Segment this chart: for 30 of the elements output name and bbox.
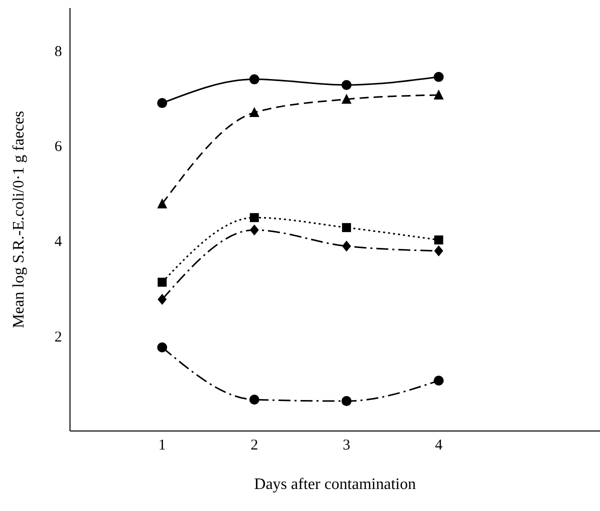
point	[157, 342, 168, 352]
point	[342, 240, 352, 252]
point	[434, 376, 444, 386]
point	[250, 213, 259, 222]
x-tick-label: 3	[342, 438, 350, 454]
point	[158, 294, 167, 305]
point	[434, 235, 444, 244]
point	[434, 245, 444, 256]
point	[342, 80, 352, 90]
point	[342, 223, 352, 232]
point	[157, 98, 168, 108]
x-tick-label: 1	[158, 438, 166, 454]
x-tick-label: 2	[250, 438, 258, 454]
point	[157, 198, 168, 208]
point	[158, 278, 167, 287]
y-tick-label: 8	[54, 44, 62, 60]
y-tick-label: 6	[54, 139, 62, 156]
y-tick-label: 4	[54, 234, 62, 250]
point	[249, 74, 260, 84]
point	[249, 107, 260, 118]
point	[250, 224, 259, 236]
point	[249, 394, 260, 405]
point	[342, 94, 352, 104]
point	[434, 72, 444, 82]
x-axis-title: Days after contamination	[254, 476, 416, 493]
y-axis-title: Mean log S.R.-E.coli/0·1 g faeces	[10, 110, 28, 328]
point	[434, 89, 444, 100]
point	[342, 396, 352, 406]
y-tick-label: 2	[54, 329, 62, 346]
x-tick-label: 4	[434, 438, 443, 454]
